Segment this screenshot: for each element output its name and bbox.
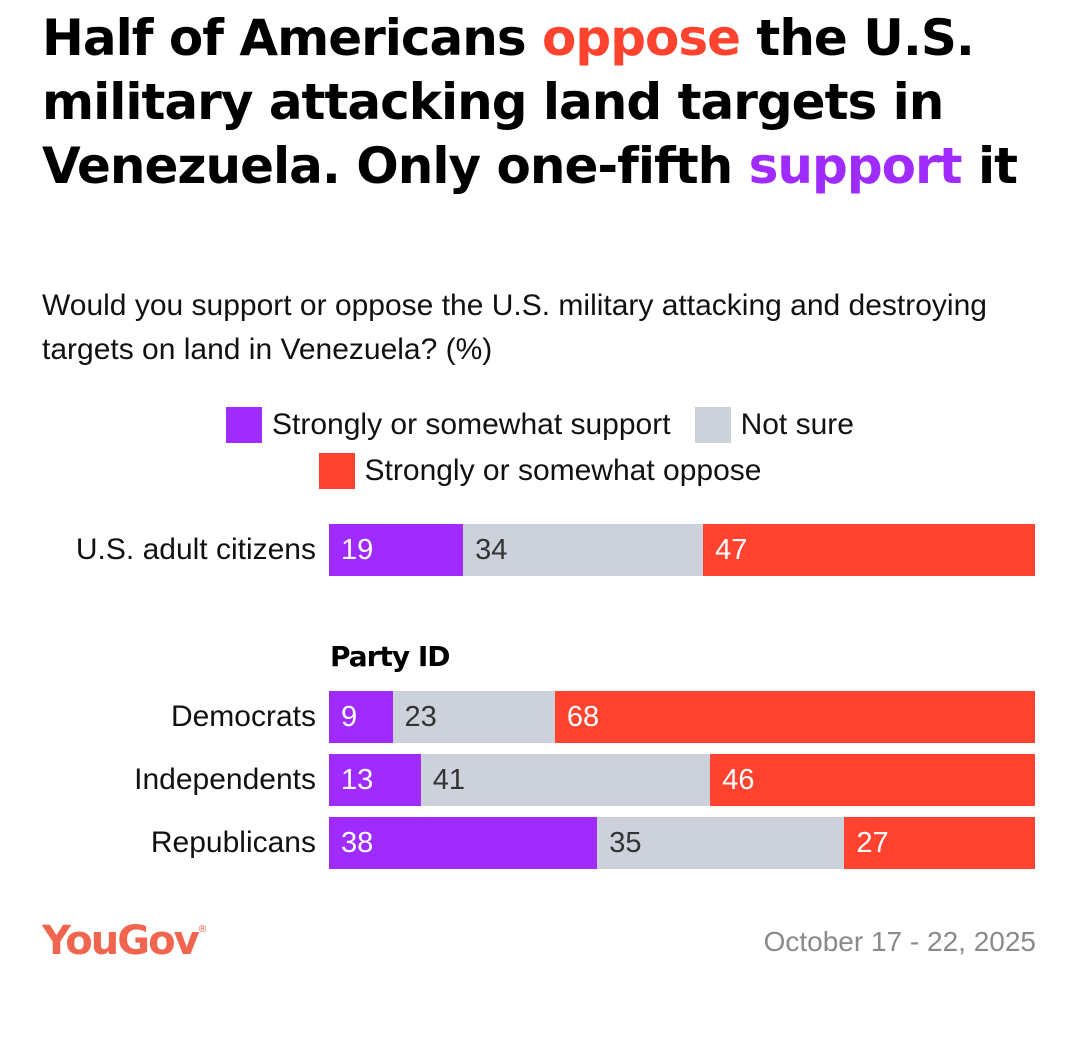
bar-row-democrats: 9 23 68 <box>329 691 1035 743</box>
title-highlight-support: support <box>748 137 963 195</box>
legend-item-support: Strongly or somewhat support <box>226 407 671 443</box>
data-label-not-sure: 34 <box>475 534 508 566</box>
legend-swatch-support <box>226 407 263 443</box>
brand-name: YouGov <box>42 918 200 964</box>
survey-date: October 17 - 22, 2025 <box>763 926 1036 957</box>
data-label-not-sure: 23 <box>404 701 437 733</box>
chart-subtitle: Would you support or oppose the U.S. mil… <box>42 289 987 366</box>
data-label-oppose: 68 <box>566 701 600 733</box>
registered-mark: ® <box>197 924 208 935</box>
title-part-3: it <box>961 137 1018 195</box>
row-label-democrats: Democrats <box>170 700 316 733</box>
legend-item-oppose: Strongly or somewhat oppose <box>318 453 762 489</box>
data-label-not-sure: 41 <box>432 764 466 796</box>
row-label-us-adults: U.S. adult citizens <box>75 533 316 566</box>
row-label-republicans: Republicans <box>150 826 316 859</box>
bar-row-republicans: 38 35 27 <box>329 817 1035 869</box>
data-label-support: 19 <box>341 534 374 566</box>
bar-segment-not-sure: 35 <box>597 817 845 869</box>
legend-label-not-sure: Not sure <box>740 408 854 441</box>
group-label-party-id: Party ID <box>330 640 451 673</box>
bar-row-us-adults: 19 34 47 <box>329 524 1035 576</box>
bar-segment-oppose: 46 <box>710 754 1035 806</box>
bar-segment-oppose: 27 <box>844 817 1035 869</box>
chart-title: Half of Americans oppose the U.S. milita… <box>42 6 1032 198</box>
bar-segment-support: 13 <box>329 754 421 806</box>
legend-swatch-not-sure <box>694 407 731 443</box>
legend-label-oppose: Strongly or somewhat oppose <box>364 454 762 487</box>
legend: Strongly or somewhat support Not sure St… <box>0 402 1080 494</box>
legend-swatch-oppose <box>318 453 355 489</box>
bar-row-independents: 13 41 46 <box>329 754 1035 806</box>
bar-segment-oppose: 47 <box>703 524 1035 576</box>
bar-segment-not-sure: 23 <box>392 691 555 743</box>
bar-segment-support: 19 <box>329 524 464 576</box>
yougov-logo: YouGov® <box>42 918 208 964</box>
bar-segment-support: 9 <box>329 691 393 743</box>
row-label-independents: Independents <box>134 763 316 796</box>
bar-segment-not-sure: 41 <box>420 754 711 806</box>
title-part-1: Half of Americans <box>42 9 543 67</box>
data-label-oppose: 46 <box>722 764 755 796</box>
data-label-oppose: 47 <box>715 534 748 566</box>
bar-segment-oppose: 68 <box>554 691 1035 743</box>
data-label-support: 9 <box>341 701 358 733</box>
data-label-support: 13 <box>341 764 374 796</box>
legend-item-not-sure: Not sure <box>694 407 854 443</box>
title-highlight-oppose: oppose <box>542 9 741 67</box>
title-part-2: the U.S. military attacking land targets… <box>42 9 975 195</box>
data-label-support: 38 <box>341 827 374 859</box>
data-label-not-sure: 35 <box>609 827 642 859</box>
legend-label-support: Strongly or somewhat support <box>272 408 671 441</box>
bar-segment-support: 38 <box>329 817 598 869</box>
data-label-oppose: 27 <box>856 827 889 859</box>
bar-segment-not-sure: 34 <box>463 524 704 576</box>
